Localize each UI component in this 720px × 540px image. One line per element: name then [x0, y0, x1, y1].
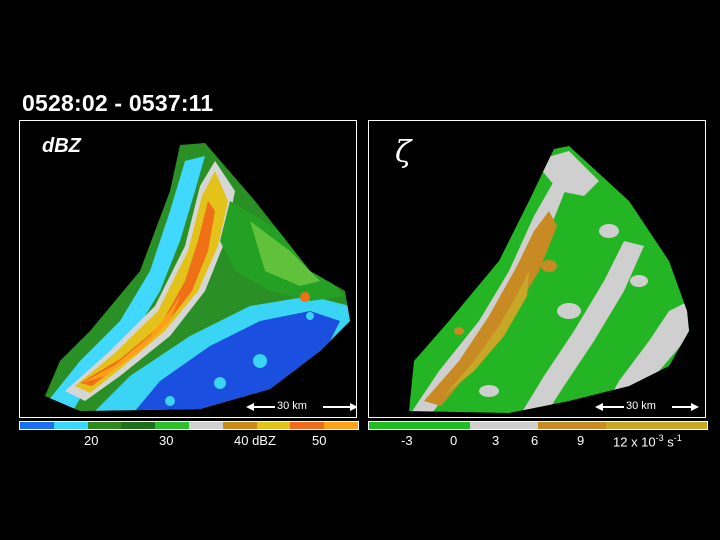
vorticity-swatch-8 [639, 422, 674, 429]
reflectivity-swatch-5 [188, 422, 223, 429]
reflectivity-swatch-1 [53, 422, 88, 429]
vorticity-panel: ζ 30 km [368, 120, 706, 418]
reflectivity-field [45, 143, 356, 414]
vorticity-swatch-1 [402, 422, 437, 429]
vorticity-swatch-9 [673, 422, 707, 429]
reflectivity-swatch-0 [20, 422, 54, 429]
reflectivity-swatch-9 [324, 422, 358, 429]
vorticity-swatch-6 [571, 422, 606, 429]
vorticity-swatch-7 [605, 422, 640, 429]
panel-label-dbz: dBZ [42, 135, 81, 157]
vorticity-swatch-0 [369, 422, 403, 429]
colorbar-tick-right-5: 9 [577, 433, 585, 448]
colorbar-tick-right-4: 6 [531, 433, 539, 448]
vorticity-swatch-5 [537, 422, 572, 429]
reflectivity-panel: dBZ 30 km [19, 120, 357, 418]
reflectivity-swatch-8 [290, 422, 325, 429]
vorticity-swatch-2 [436, 422, 471, 429]
vorticity-colorbar [368, 421, 708, 430]
scale-label-left: 30 km [277, 400, 307, 412]
reflectivity-colorbar [19, 421, 359, 430]
reflectivity-swatch-2 [87, 422, 122, 429]
colorbar-tick-right-2: 0 [450, 433, 458, 448]
reflectivity-swatch-6 [222, 422, 257, 429]
reflectivity-swatch-7 [256, 422, 291, 429]
colorbar-tick-left-1: 20 [84, 433, 99, 448]
colorbar-tick-left-3: 40 dBZ [234, 433, 276, 448]
colorbar-tick-left-4: 50 [312, 433, 327, 448]
vorticity-field [409, 146, 699, 414]
colorbar-tick-right-3: 3 [492, 433, 500, 448]
panel-label-zeta: ζ [395, 135, 412, 170]
colorbar-tick-left-2: 30 [159, 433, 174, 448]
vorticity-swatch-3 [470, 422, 505, 429]
vorticity-swatch-4 [504, 422, 538, 429]
reflectivity-swatch-3 [121, 422, 156, 429]
colorbar-unit-label: 12 x 10-3 s-1 [613, 433, 682, 450]
reflectivity-swatch-4 [155, 422, 189, 429]
scale-label-right: 30 km [626, 400, 656, 412]
colorbar-tick-right-1: -3 [401, 433, 413, 448]
time-range-title: 0528:02 - 0537:11 [22, 90, 214, 116]
